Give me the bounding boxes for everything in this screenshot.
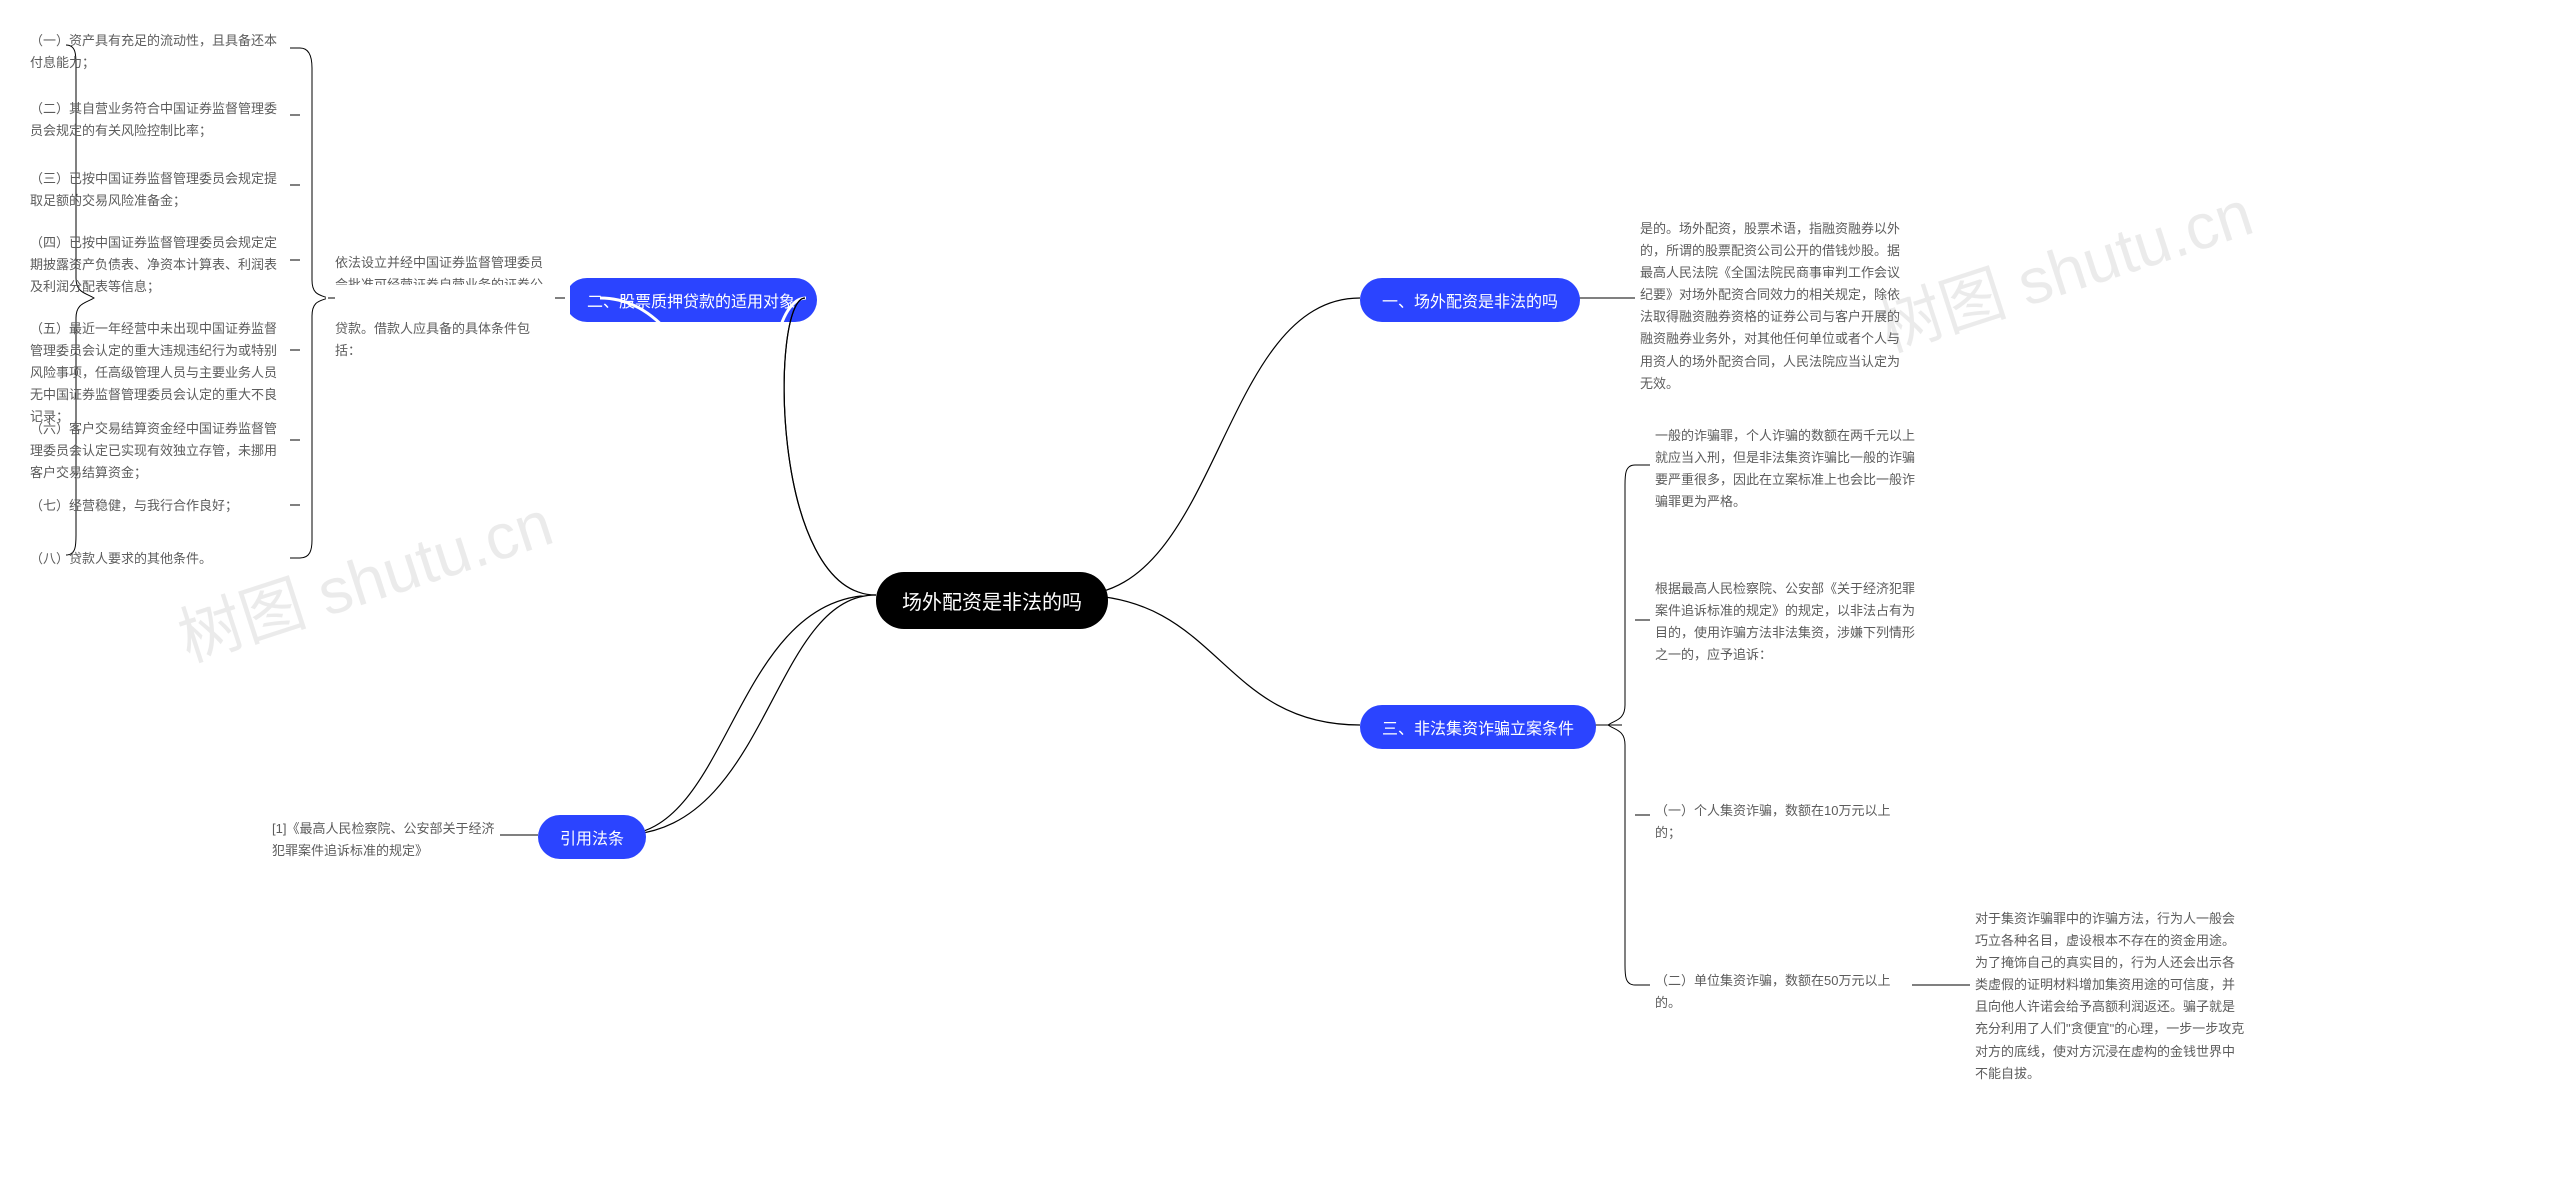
b2-item-6: （六）客户交易结算资金经中国证券监督管理委员会认定已实现有效独立存管，未挪用客户… [30, 418, 285, 484]
b2-item-7: （七）经营稳健，与我行合作良好； [30, 495, 238, 517]
b2-item-2: （二）其自营业务符合中国证券监督管理委员会规定的有关风险控制比率； [30, 98, 285, 142]
branch-1[interactable]: 一、场外配资是非法的吗 [1360, 278, 1580, 322]
watermark-right: 树图 shutu.cn [1865, 162, 2262, 369]
b2-item-1: （一）资产具有充足的流动性，且具备还本付息能力； [30, 30, 285, 74]
branch-3-leaf-1: 一般的诈骗罪，个人诈骗的数额在两千元以上就应当入刑，但是非法集资诈骗比一般的诈骗… [1655, 425, 1915, 513]
branch-cite[interactable]: 引用法条 [538, 815, 646, 859]
branch-3-leaf-2: 根据最高人民检察院、公安部《关于经济犯罪案件追诉标准的规定》的规定，以非法占有为… [1655, 578, 1915, 666]
cite-text: [1]《最高人民检察院、公安部关于经济犯罪案件追诉标准的规定》 [272, 818, 497, 862]
b2-item-3: （三）已按中国证券监督管理委员会规定提取足额的交易风险准备金； [30, 168, 285, 212]
b2-item-8: （八）贷款人要求的其他条件。 [30, 548, 212, 570]
branch-3-leaf-3: （一）个人集资诈骗，数额在10万元以上的； [1655, 800, 1915, 844]
b2-item-4: （四）已按中国证券监督管理委员会规定定期披露资产负债表、净资本计算表、利润表及利… [30, 232, 285, 298]
branch-3-leaf-4-ext: 对于集资诈骗罪中的诈骗方法，行为人一般会巧立各种名目，虚设根本不存在的资金用途。… [1975, 908, 2245, 1085]
branch-2-intro-text: 依法设立并经中国证券监督管理委员会批准可经营证券自营业务的证券公司可以向银行当地… [335, 252, 553, 362]
b2-item-5: （五）最近一年经营中未出现中国证券监督管理委员会认定的重大违规违纪行为或特别风险… [30, 318, 285, 428]
branch-1-leaf: 是的。场外配资，股票术语，指融资融券以外的，所谓的股票配资公司公开的借钱炒股。据… [1640, 218, 1910, 395]
branch-3-leaf-4: （二）单位集资诈骗，数额在50万元以上的。 [1655, 970, 1915, 1014]
branch-3[interactable]: 三、非法集资诈骗立案条件 [1360, 705, 1596, 749]
root-node[interactable]: 场外配资是非法的吗 [876, 572, 1108, 629]
branch-2[interactable]: 二、股票质押贷款的适用对象 [565, 278, 817, 322]
